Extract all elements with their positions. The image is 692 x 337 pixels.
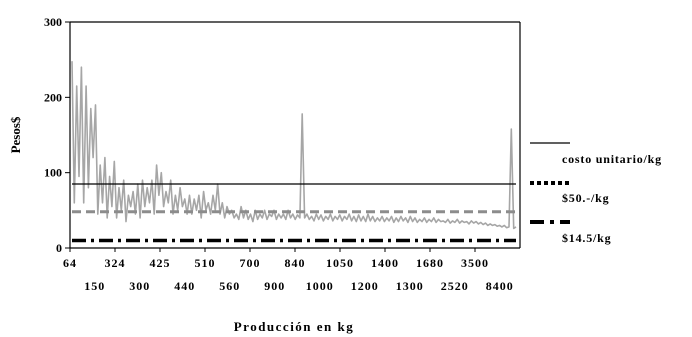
x-tick-label: 700 bbox=[240, 256, 261, 270]
plot-area bbox=[69, 21, 521, 249]
x-tick-label: 510 bbox=[195, 256, 216, 270]
x-tick-label: 324 bbox=[105, 256, 126, 270]
x-tick-label: 560 bbox=[219, 279, 240, 293]
x-axis-label: Producción en kg bbox=[234, 319, 355, 334]
x-tick-label: 300 bbox=[129, 279, 150, 293]
x-tick-label: 64 bbox=[63, 256, 77, 270]
x-tick-label: 425 bbox=[150, 256, 171, 270]
y-axis-label: Pesos$ bbox=[8, 116, 23, 153]
y-tick-label: 200 bbox=[44, 90, 62, 104]
series-line bbox=[71, 61, 517, 230]
x-tick-label: 1400 bbox=[371, 256, 399, 270]
x-tick-label: 1680 bbox=[416, 256, 444, 270]
legend: costo unitario/kg $50.-/kg $14.5/kg bbox=[530, 142, 662, 245]
x-tick-label: 440 bbox=[174, 279, 195, 293]
x-axis-ticks: 64 324 425 510 700 840 1050 1400 1680 3500 150 300 4… bbox=[63, 248, 514, 293]
series-layer bbox=[71, 61, 517, 243]
y-tick-label: 100 bbox=[44, 166, 62, 180]
x-tick-label: 150 bbox=[84, 279, 105, 293]
x-tick-label: 8400 bbox=[486, 279, 514, 293]
x-tick-label: 1050 bbox=[326, 256, 354, 270]
x-tick-label: 900 bbox=[264, 279, 285, 293]
x-tick-label: 840 bbox=[285, 256, 306, 270]
legend-label: $50.-/kg bbox=[562, 191, 609, 205]
y-tick-label: 300 bbox=[44, 15, 62, 29]
x-tick-label: 2520 bbox=[441, 279, 469, 293]
x-tick-label: 1200 bbox=[351, 279, 379, 293]
legend-label: costo unitario/kg bbox=[562, 152, 662, 166]
x-tick-label: 1300 bbox=[396, 279, 424, 293]
x-tick-label: 1000 bbox=[306, 279, 334, 293]
y-tick-label: 0 bbox=[56, 241, 62, 255]
y-axis-ticks: 0 100 200 300 bbox=[44, 15, 70, 255]
legend-label: $14.5/kg bbox=[562, 231, 611, 245]
x-tick-label: 3500 bbox=[461, 256, 489, 270]
